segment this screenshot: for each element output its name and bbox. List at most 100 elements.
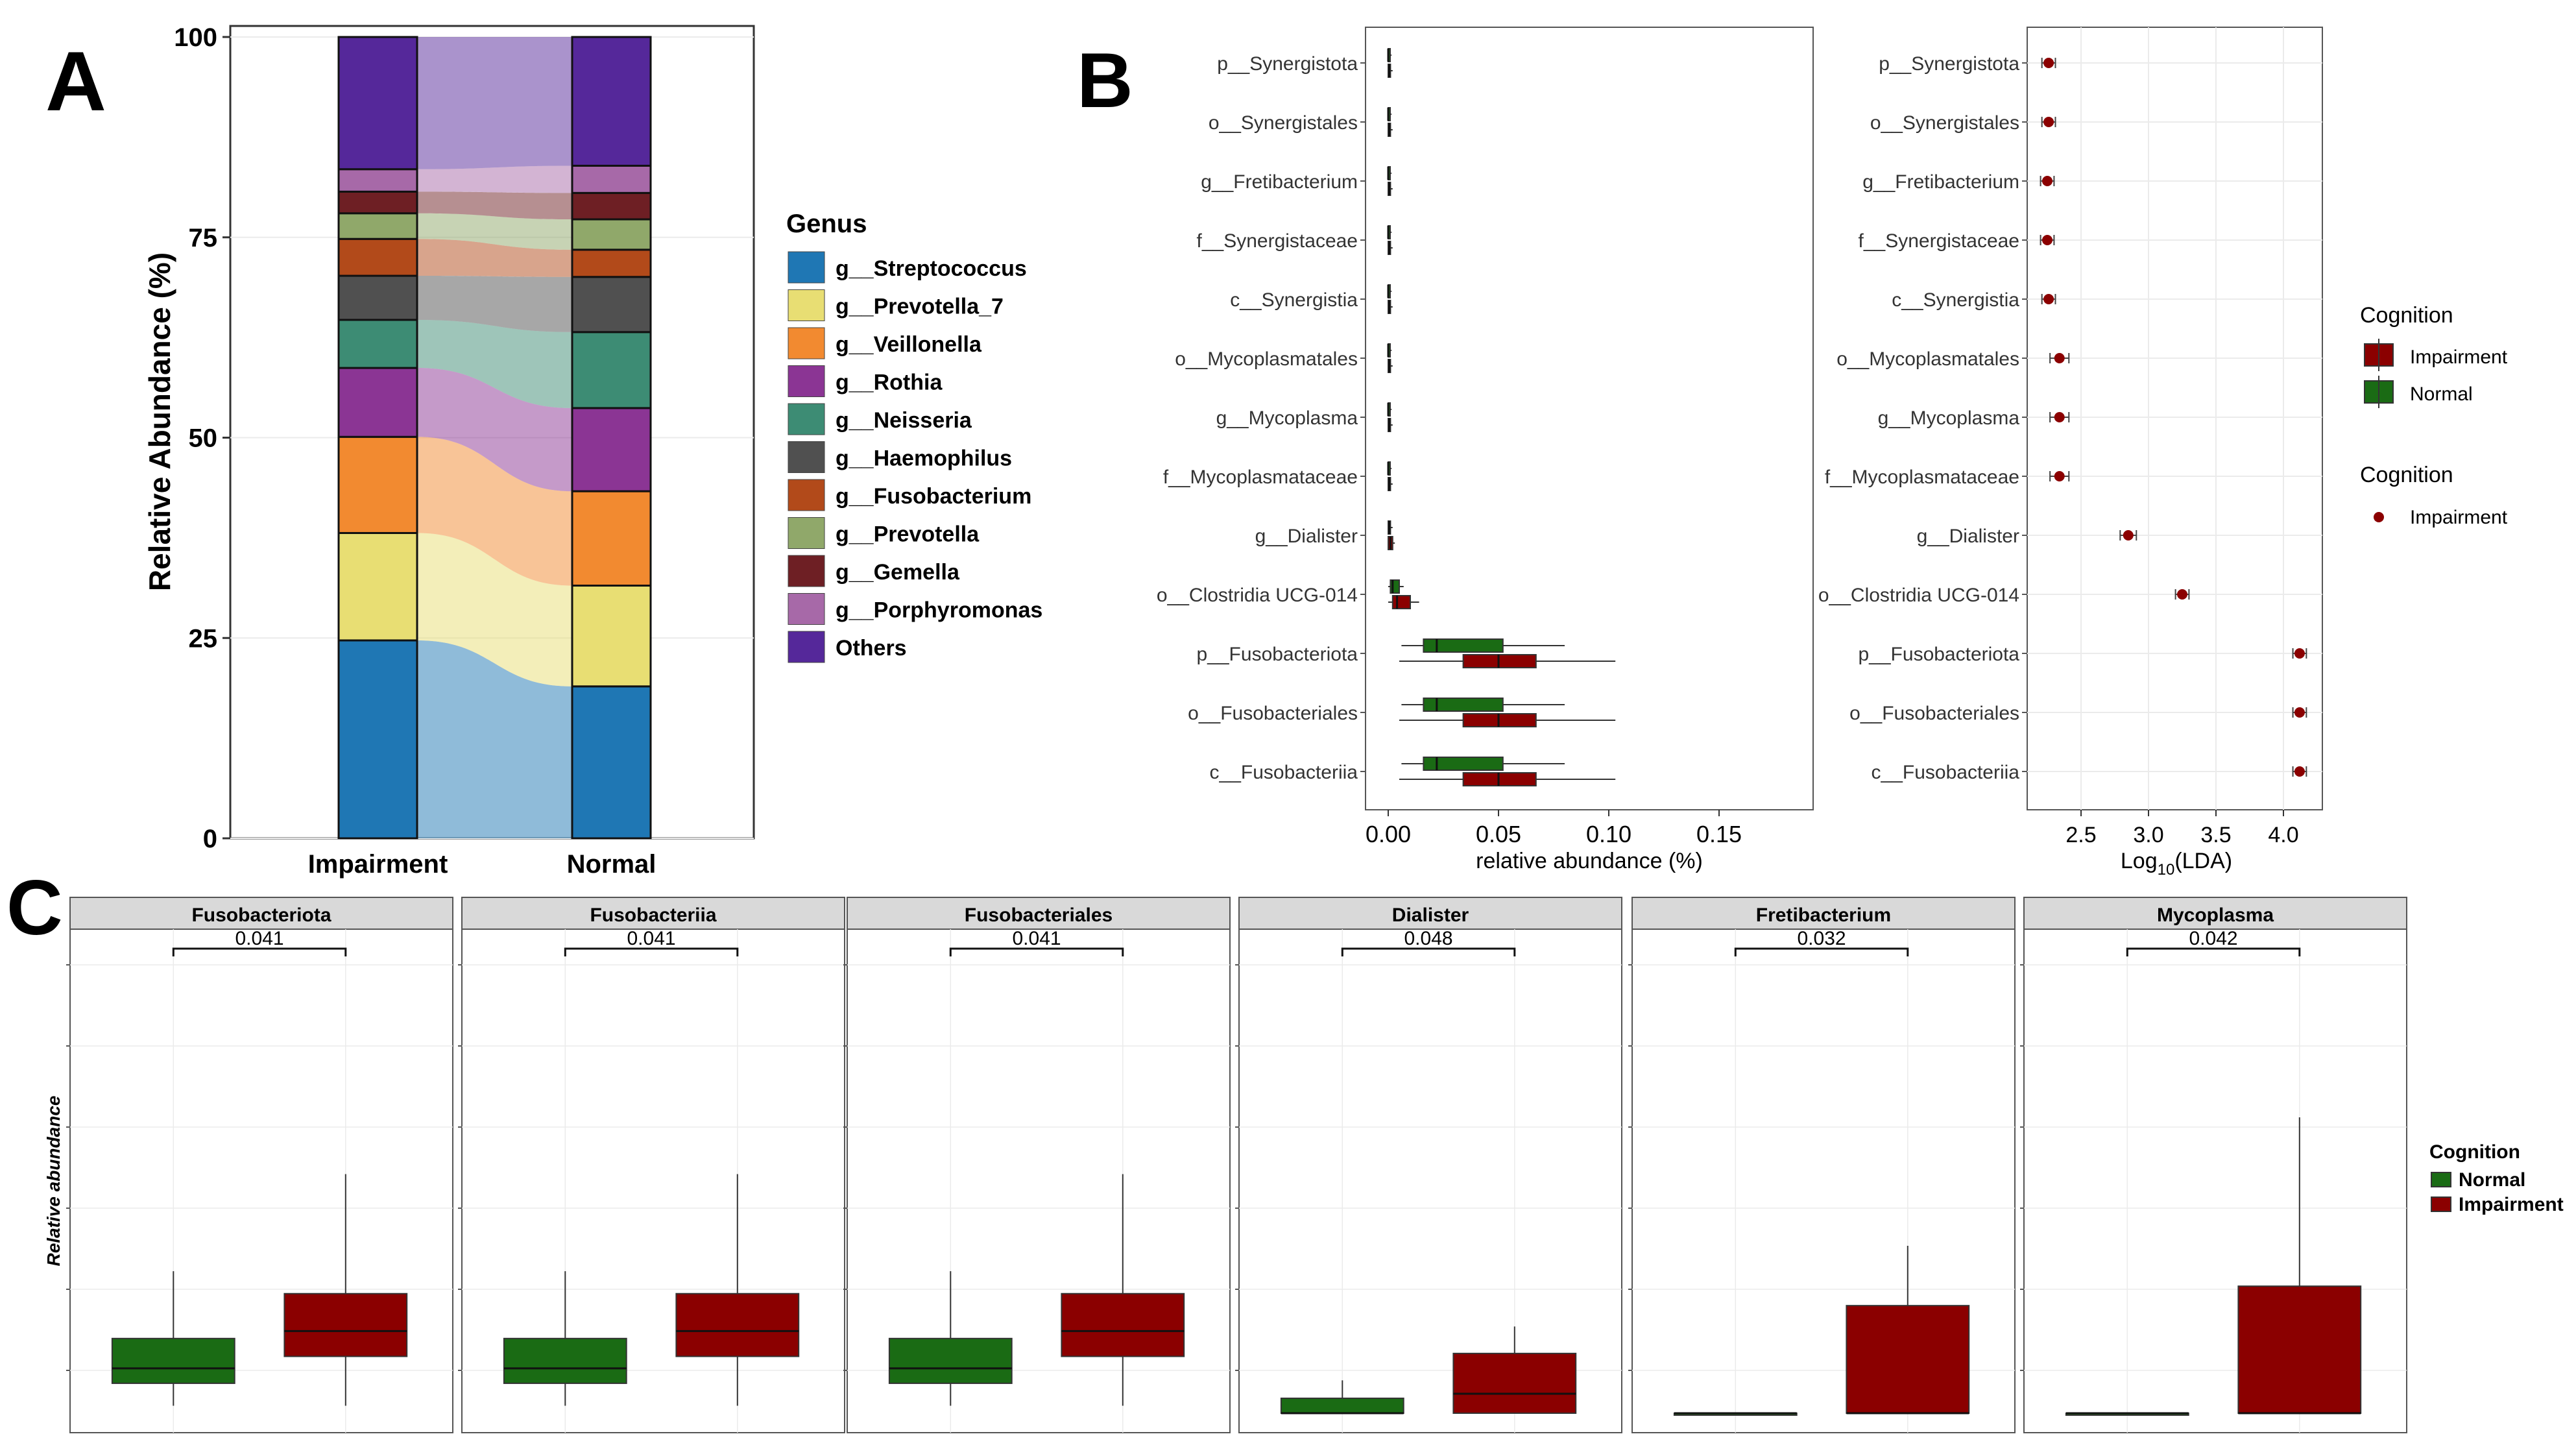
panel-c-plot-area — [1238, 929, 1622, 1433]
panel-c-box-impairment — [1452, 1326, 1577, 1415]
panel-b-xtick-label: 0.00 — [1366, 821, 1411, 847]
panel-b-box-impairment — [1388, 64, 1393, 78]
panel-c-strip — [847, 897, 1231, 930]
panel-a-legend-label: g__Gemella — [836, 560, 960, 585]
panel-b-taxon-label: c__Synergistia — [1230, 289, 1358, 311]
panel-a-ylabel: Relative Abundance (%) — [143, 252, 176, 591]
box — [1423, 638, 1504, 653]
panel-a-flow-Others — [417, 37, 572, 169]
box — [1061, 1293, 1185, 1357]
panel-a-legend-swatch — [788, 403, 825, 435]
panel-a-legend-label: g__Neisseria — [836, 408, 972, 433]
panel-b-box-normal — [1401, 638, 1565, 653]
panel-b-box-normal — [1387, 343, 1392, 358]
panel-a-bar-impairment-g__Prevotella — [337, 212, 418, 240]
panel-a-xtick-label: Impairment — [308, 850, 448, 879]
panel-b-taxon-label: o__Fusobacteriales — [1188, 703, 1358, 724]
panel-a-bar-normal-g__Neisseria — [571, 331, 652, 409]
panel-b-xtick-label: 0.15 — [1696, 821, 1742, 847]
legend-c-swatch-impairment — [2431, 1196, 2451, 1212]
panel-c-p-value: 0.041 — [1013, 928, 1061, 949]
legend-b-point-impairment — [2374, 512, 2384, 522]
panel-b-box-impairment — [1388, 595, 1419, 609]
legend-c-swatch-normal — [2431, 1172, 2451, 1187]
panel-a-bar-impairment-g__Veillonella — [337, 435, 418, 534]
panel-c-significance-bracket — [564, 947, 739, 956]
panel-a-ytick-label: 50 — [189, 424, 218, 453]
panel-a-bar-impairment-Others — [337, 36, 418, 171]
panel-b-taxon-label: f__Mycoplasmataceae — [1163, 467, 1358, 488]
panel-c-box-normal — [1280, 1380, 1404, 1415]
box — [1280, 1397, 1404, 1414]
panel-a-bar-normal-g__Rothia — [571, 407, 652, 492]
panel-b-taxon-label: o__Mycoplasmatales — [1175, 348, 1358, 370]
panel-b-lda-point — [2294, 648, 2305, 659]
panel-c-ylabel: Relative abundance — [43, 1096, 64, 1267]
panel-a-bar-normal-g__Haemophilus — [571, 276, 652, 334]
panel-b-lda-xlabel-main: Log — [2121, 849, 2158, 873]
panel-a-bar-impairment-g__Haemophilus — [337, 274, 418, 321]
panel-a-bar-impairment-g__Fusobacterium — [337, 237, 418, 277]
panel-b-taxon-label: c__Fusobacteriia — [1210, 762, 1358, 783]
panel-b-lda-xlabel: Log10(LDA) — [2121, 849, 2232, 879]
panel-c-p-value: 0.041 — [235, 928, 284, 949]
panel-a-xtick-label: Normal — [567, 850, 656, 879]
panel-a-legend-swatch — [788, 441, 825, 473]
box — [111, 1337, 235, 1384]
panel-a-flow-g__Rothia — [417, 368, 572, 492]
legend-c-item-normal: Normal — [2459, 1169, 2525, 1191]
panel-a-bar-impairment-g__Neisseria — [337, 319, 418, 369]
panel-a-bar-impairment-g__Prevotella_7 — [337, 531, 418, 642]
panel-b-lda-xtick-label: 4.0 — [2268, 823, 2298, 847]
panel-b-box-normal — [1387, 284, 1392, 298]
panel-a-flow-g__Gemella — [417, 191, 572, 220]
panel-a-ytick-label: 100 — [174, 23, 217, 52]
panel-b-lda-point — [2054, 353, 2065, 363]
panel-a-bar-impairment-g__Gemella — [337, 190, 418, 215]
panel-b-lda-point — [2123, 530, 2134, 540]
panel-b-lda-taxon-label: g__Fretibacterium — [1862, 171, 2019, 193]
box — [1462, 654, 1537, 668]
panel-b-box-impairment — [1388, 359, 1393, 373]
panel-c-box-impairment — [675, 1174, 800, 1406]
panel-b-box-normal — [1388, 579, 1404, 594]
panel-b-lda-point — [2043, 117, 2054, 127]
panel-a-legend-label: Others — [836, 636, 907, 661]
panel-a-legend-label: g__Prevotella — [836, 522, 980, 547]
panel-a-legend-swatch — [788, 517, 825, 549]
panel-b-lda-point — [2054, 471, 2065, 481]
panel-b-box-impairment — [1388, 123, 1393, 137]
panel-b-box-impairment — [1399, 654, 1616, 668]
panel-a-ytick-label: 25 — [189, 624, 218, 653]
panel-c-box-normal — [503, 1271, 627, 1406]
panel-c-strip-title: Fusobacteriota — [191, 905, 331, 926]
panel-b-lda-taxon-label: c__Synergistia — [1892, 289, 2019, 311]
panel-a-legend-swatch — [788, 555, 825, 587]
panel-b-lda-taxon-label: o__Clostridia UCG-014 — [1818, 585, 2019, 606]
legend-b-item-impairment: Impairment — [2410, 346, 2508, 368]
panel-a-stacked-bar: Relative Abundance (%) Genus 0 25 50 75 100 I… — [143, 23, 1042, 879]
panel-b-box-normal — [1387, 225, 1392, 239]
panel-c-significance-bracket — [1734, 947, 1909, 956]
panel-b-box-impairment — [1388, 418, 1393, 432]
panel-b-lda-xtick-label: 3.0 — [2133, 823, 2163, 847]
panel-a-bar-normal-g__Fusobacterium — [571, 249, 652, 278]
panel-c-facets: Relative abundance Fusobacteriota0.041Fu… — [43, 897, 2407, 1433]
panel-b-abundance-boxplot: relative abundance (%) 0.00 0.05 0.10 0.15 p… — [1157, 27, 1814, 873]
panel-b-lda-point — [2294, 766, 2305, 777]
panel-b-box-normal — [1387, 166, 1392, 180]
panel-a-legend-swatch — [788, 479, 825, 511]
panel-b-box-impairment — [1388, 477, 1393, 491]
panel-a-flow-g__Prevotella — [417, 213, 572, 250]
panel-b-lda-xlabel-sub: 10 — [2158, 861, 2175, 879]
panel-a-bar-normal-g__Prevotella — [571, 218, 652, 251]
panel-c-box-normal — [111, 1271, 235, 1406]
panel-a-flow-g__Neisseria — [417, 319, 572, 408]
panel-c-p-value: 0.032 — [1798, 928, 1846, 949]
panel-a-flow-g__Haemophilus — [417, 276, 572, 332]
panel-c-strip — [1238, 897, 1622, 930]
